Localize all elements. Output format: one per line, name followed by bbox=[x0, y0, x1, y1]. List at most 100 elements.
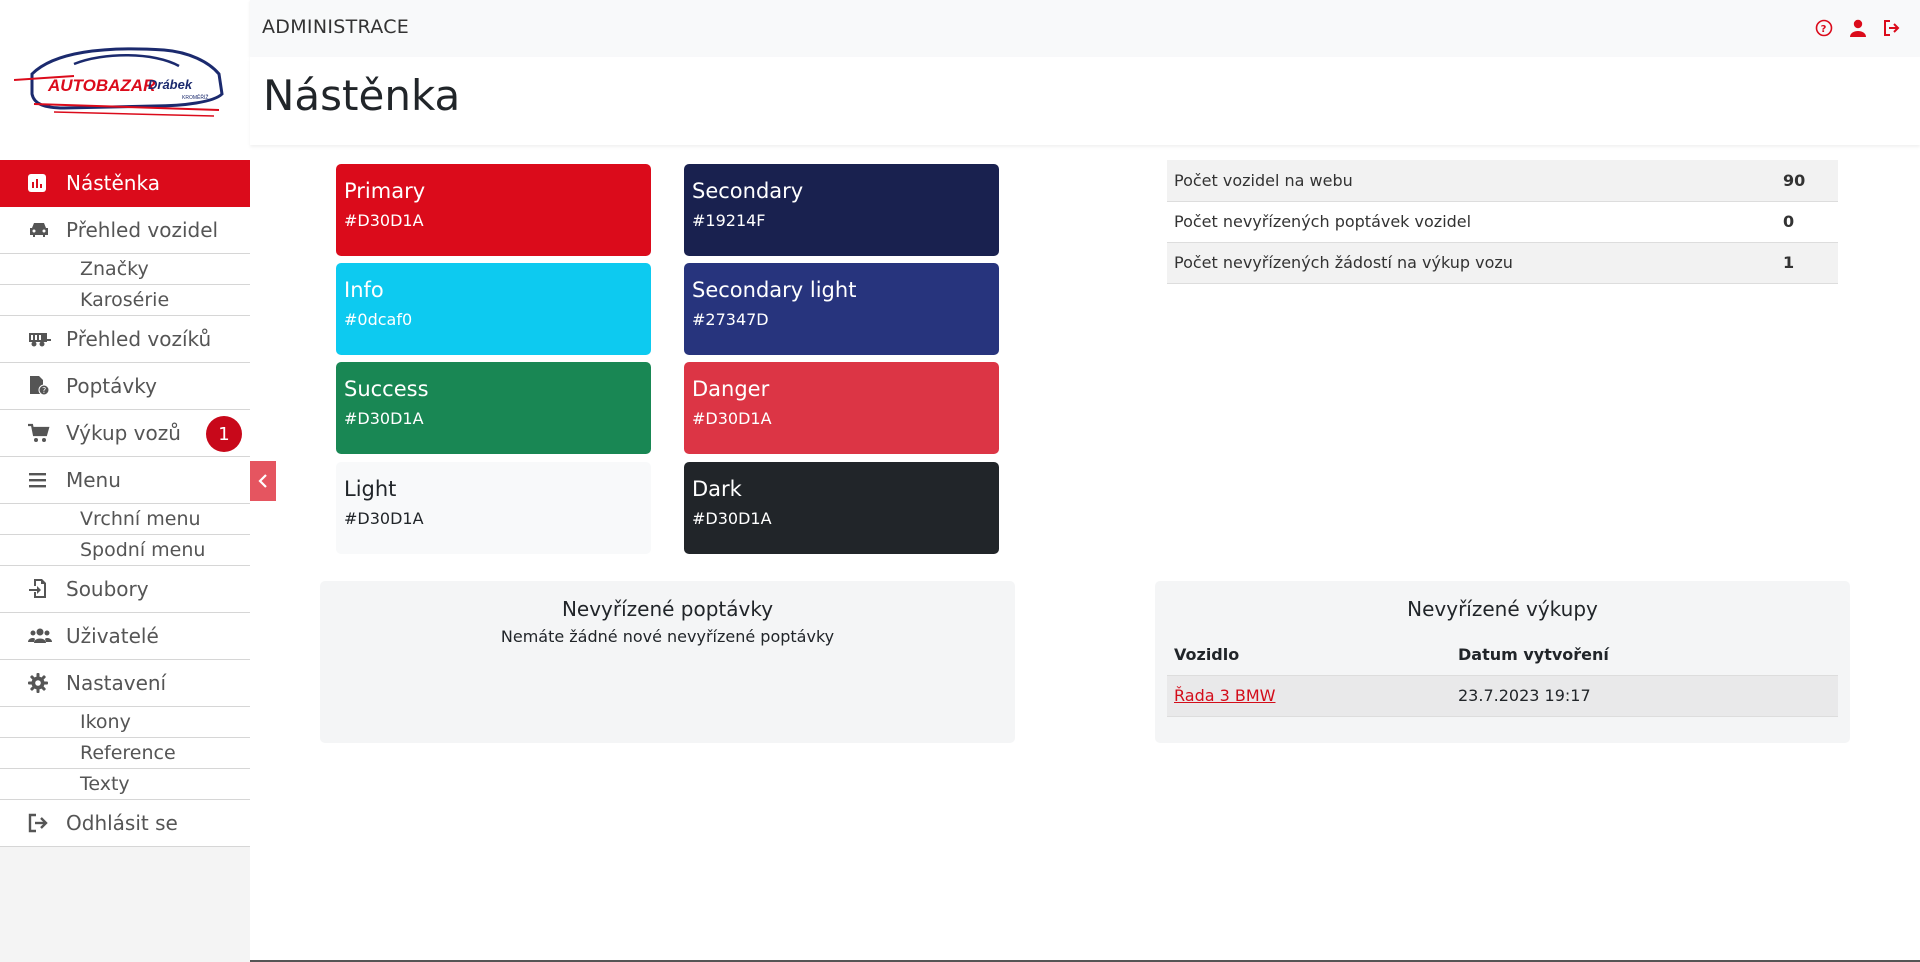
color-hex: #27347D bbox=[692, 310, 769, 329]
column-header-created: Datum vytvoření bbox=[1451, 635, 1838, 676]
sidebar-item-menu[interactable]: Menu bbox=[0, 457, 250, 504]
sidebar-item-label: Karosérie bbox=[80, 289, 170, 311]
color-name: Danger bbox=[692, 377, 770, 401]
color-card-dark: Dark #D30D1A bbox=[684, 462, 999, 554]
sidebar-subitem-bottom-menu[interactable]: Spodní menu bbox=[0, 535, 250, 566]
sidebar-item-logout[interactable]: Odhlásit se bbox=[0, 800, 250, 847]
sidebar-item-label: Odhlásit se bbox=[66, 811, 178, 835]
topbar-actions: ? bbox=[1814, 18, 1902, 38]
color-name: Primary bbox=[344, 179, 426, 203]
column-header-vehicle: Vozidlo bbox=[1167, 635, 1451, 676]
svg-text:?: ? bbox=[1821, 24, 1827, 35]
vehicle-link[interactable]: Řada 3 BMW bbox=[1174, 686, 1276, 705]
empty-message: Nemáte žádné nové nevyřízené poptávky bbox=[500, 627, 835, 646]
sidebar-collapse-button[interactable] bbox=[250, 461, 276, 501]
color-name: Secondary bbox=[692, 179, 804, 203]
stat-value: 90 bbox=[1776, 160, 1838, 202]
svg-text:AUTOBAZAR: AUTOBAZAR bbox=[47, 76, 156, 95]
sidebar-item-label: Reference bbox=[80, 742, 176, 764]
color-name: Info bbox=[344, 278, 384, 302]
sidebar-item-inquiries[interactable]: ? Poptávky bbox=[0, 363, 250, 410]
color-name: Light bbox=[344, 477, 397, 501]
color-hex: #D30D1A bbox=[344, 211, 424, 230]
table-row: Počet vozidel na webu 90 bbox=[1167, 160, 1838, 202]
color-hex: #19214F bbox=[692, 211, 766, 230]
sidebar-nav: Nástěnka Přehled vozidel Značky Karoséri… bbox=[0, 160, 250, 847]
stat-value: 0 bbox=[1776, 201, 1838, 243]
color-hex: #D30D1A bbox=[692, 409, 772, 428]
sidebar-item-label: Texty bbox=[80, 773, 130, 795]
color-name: Success bbox=[344, 377, 429, 401]
pending-inquiries-panel: Nevyřízené poptávky Nemáte žádné nové ne… bbox=[320, 581, 1015, 743]
trailer-icon bbox=[28, 330, 62, 348]
sidebar-item-label: Nastavení bbox=[66, 671, 167, 695]
sidebar-item-label: Přehled vozíků bbox=[66, 327, 212, 351]
sidebar-item-label: Ikony bbox=[80, 711, 131, 733]
users-icon bbox=[28, 627, 62, 645]
app-title: ADMINISTRACE bbox=[262, 16, 410, 38]
sidebar-item-buyouts[interactable]: Výkup vozů 1 bbox=[0, 410, 250, 457]
page-title: Nástěnka bbox=[263, 71, 461, 120]
file-import-icon bbox=[28, 579, 62, 599]
file-question-icon: ? bbox=[28, 376, 62, 396]
buyouts-table: Vozidlo Datum vytvoření Řada 3 BMW 23.7.… bbox=[1167, 635, 1838, 717]
logout-icon[interactable] bbox=[1882, 18, 1902, 38]
page-header: Nástěnka bbox=[250, 57, 1920, 145]
logo[interactable]: AUTOBAZAR Drábek KROMĚŘÍŽ bbox=[0, 0, 250, 160]
color-hex: #D30D1A bbox=[692, 509, 772, 528]
sidebar-item-label: Výkup vozů bbox=[66, 421, 181, 445]
pending-buyouts-panel: Nevyřízené výkupy Vozidlo Datum vytvořen… bbox=[1155, 581, 1850, 743]
color-card-secondary: Secondary #19214F bbox=[684, 164, 999, 256]
panel-title: Nevyřízené výkupy bbox=[1407, 597, 1598, 621]
color-hex: #0dcaf0 bbox=[344, 310, 413, 329]
panel-title: Nevyřízené poptávky bbox=[561, 597, 774, 621]
color-hex: #D30D1A bbox=[344, 409, 424, 428]
color-card-info: Info #0dcaf0 bbox=[336, 263, 651, 355]
sidebar-subitem-icons[interactable]: Ikony bbox=[0, 707, 250, 738]
sidebar-item-trailers[interactable]: Přehled vozíků bbox=[0, 316, 250, 363]
svg-text:Drábek: Drábek bbox=[148, 77, 193, 92]
stat-label: Počet nevyřízených žádostí na výkup vozu bbox=[1167, 242, 1776, 284]
sidebar-item-users[interactable]: Uživatelé bbox=[0, 613, 250, 660]
gear-icon bbox=[28, 673, 62, 693]
color-card-secondary-light: Secondary light #27347D bbox=[684, 263, 999, 355]
color-name: Secondary light bbox=[692, 278, 857, 302]
dashboard-icon bbox=[28, 174, 62, 192]
sidebar-subitem-reference[interactable]: Reference bbox=[0, 738, 250, 769]
bottom-divider bbox=[250, 960, 1920, 962]
color-card-light: Light #D30D1A bbox=[336, 462, 651, 554]
stats-table: Počet vozidel na webu 90 Počet nevyřízen… bbox=[1167, 160, 1838, 284]
table-row: Řada 3 BMW 23.7.2023 19:17 bbox=[1167, 675, 1838, 717]
stat-value: 1 bbox=[1776, 242, 1838, 284]
sidebar-item-label: Spodní menu bbox=[80, 539, 206, 561]
sidebar-item-label: Přehled vozidel bbox=[66, 218, 219, 242]
svg-text:KROMĚŘÍŽ: KROMĚŘÍŽ bbox=[182, 93, 208, 101]
sidebar-item-label: Menu bbox=[66, 468, 121, 492]
created-cell: 23.7.2023 19:17 bbox=[1451, 675, 1838, 717]
help-icon[interactable]: ? bbox=[1814, 18, 1834, 38]
table-row: Počet nevyřízených žádostí na výkup vozu… bbox=[1167, 242, 1838, 284]
sidebar-subitem-top-menu[interactable]: Vrchní menu bbox=[0, 504, 250, 535]
color-hex: #D30D1A bbox=[344, 509, 424, 528]
vehicle-cell: Řada 3 BMW bbox=[1167, 675, 1451, 717]
sidebar-subitem-bodies[interactable]: Karosérie bbox=[0, 285, 250, 316]
sidebar-subitem-brands[interactable]: Značky bbox=[0, 254, 250, 285]
sidebar-item-label: Vrchní menu bbox=[80, 508, 201, 530]
user-icon[interactable] bbox=[1848, 18, 1868, 38]
car-icon bbox=[28, 221, 62, 239]
color-name: Dark bbox=[692, 477, 742, 501]
sidebar-item-files[interactable]: Soubory bbox=[0, 566, 250, 613]
sidebar-item-vehicles[interactable]: Přehled vozidel bbox=[0, 207, 250, 254]
sidebar-item-settings[interactable]: Nastavení bbox=[0, 660, 250, 707]
sidebar-item-label: Značky bbox=[80, 258, 149, 280]
sidebar-item-dashboard[interactable]: Nástěnka bbox=[0, 160, 250, 207]
cart-icon bbox=[28, 423, 62, 443]
sidebar-item-label: Soubory bbox=[66, 577, 149, 601]
sidebar: AUTOBAZAR Drábek KROMĚŘÍŽ Nástěnka Přehl… bbox=[0, 0, 250, 962]
sidebar-subitem-texts[interactable]: Texty bbox=[0, 769, 250, 800]
color-card-danger: Danger #D30D1A bbox=[684, 362, 999, 454]
svg-text:?: ? bbox=[42, 386, 46, 395]
table-header-row: Vozidlo Datum vytvoření bbox=[1167, 635, 1838, 676]
sidebar-item-label: Nástěnka bbox=[66, 171, 160, 195]
table-row: Počet nevyřízených poptávek vozidel 0 bbox=[1167, 201, 1838, 243]
